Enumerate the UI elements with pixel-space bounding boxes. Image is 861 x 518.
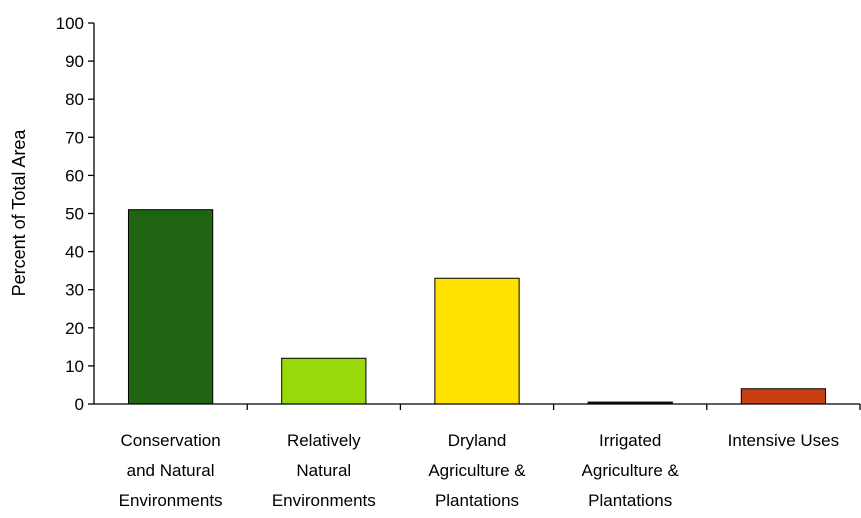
y-tick-label: 60 (65, 166, 84, 185)
axes (93, 23, 861, 410)
y-tick-label: 0 (75, 395, 84, 414)
x-category-label: Intensive Uses (728, 431, 840, 450)
x-axis-labels: Conservation and Natural EnvironmentsRelat… (119, 431, 840, 510)
x-category-label-line: Environments (119, 491, 223, 510)
bar (127, 209, 214, 405)
x-category-label-line: Plantations (435, 491, 519, 510)
y-tick-label: 80 (65, 90, 84, 109)
x-category-label-line: Natural (296, 461, 351, 480)
bar (434, 277, 520, 405)
x-category-label: Irrigated Agriculture & Plantations (582, 431, 680, 510)
x-category-label: Relatively Natural Environments (272, 431, 376, 510)
x-category-label-line: Dryland (448, 431, 507, 450)
bar (740, 388, 827, 405)
bars (127, 209, 827, 405)
y-tick-label: 40 (65, 243, 84, 262)
y-tick-label: 50 (65, 205, 84, 224)
y-tick-label: 90 (65, 52, 84, 71)
y-tick-label: 30 (65, 281, 84, 300)
x-category-label-line: Environments (272, 491, 376, 510)
y-tick-label: 100 (56, 14, 84, 33)
x-category-label-line: Irrigated (599, 431, 661, 450)
x-category-label-line: and Natural (127, 461, 215, 480)
x-category-label-line: Conservation (121, 431, 221, 450)
x-category-label: Conservation and Natural Environments (119, 431, 223, 510)
y-tick-label: 10 (65, 357, 84, 376)
x-category-label-line: Agriculture & (428, 461, 526, 480)
x-category-label-line: Agriculture & (582, 461, 680, 480)
x-category-label-line: Relatively (287, 431, 361, 450)
y-tick-label: 20 (65, 319, 84, 338)
x-category-label-line: Intensive Uses (728, 431, 840, 450)
bar (281, 357, 367, 405)
y-axis-ticks: 0 10 20 30 40 50 60 70 80 90 100 (56, 14, 94, 414)
x-category-label-line: Plantations (588, 491, 672, 510)
y-tick-label: 70 (65, 128, 84, 147)
y-axis-title: Percent of Total Area (9, 129, 29, 297)
x-category-label: Dryland Agriculture & Plantations (428, 431, 526, 510)
